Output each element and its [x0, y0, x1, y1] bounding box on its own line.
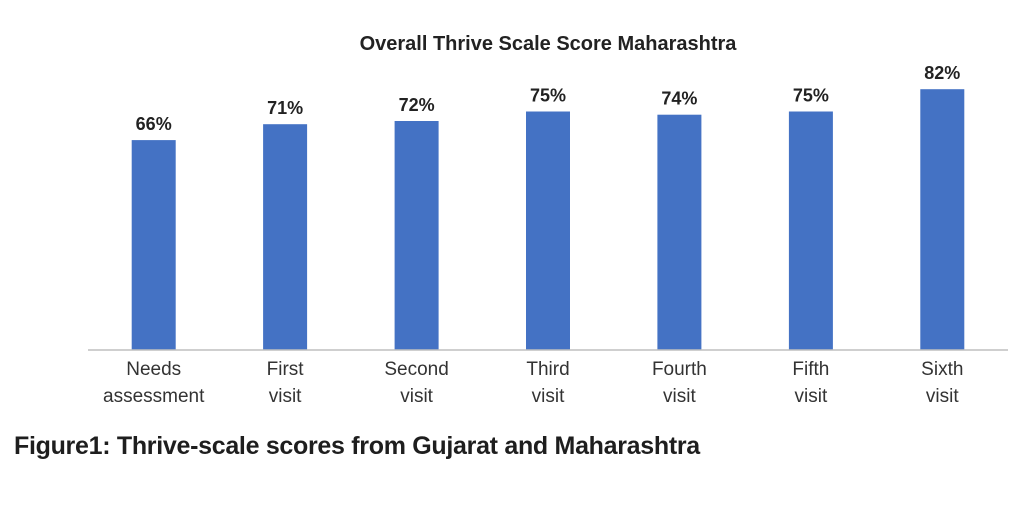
chart-svg: Overall Thrive Scale Score Maharashtra 6… [88, 33, 1008, 407]
chart-title: Overall Thrive Scale Score Maharashtra [360, 33, 738, 55]
x-tick-label: Third visit [526, 359, 569, 407]
x-tick-label-line: visit [532, 386, 565, 407]
data-label: 71% [267, 98, 303, 118]
x-tick-label-line: assessment [103, 386, 205, 407]
x-tick-label: Second visit [384, 359, 448, 407]
bar-chart: Overall Thrive Scale Score Maharashtra 6… [88, 33, 1008, 407]
x-tick-label: Needs assessment [103, 359, 205, 407]
x-tick-label-line: visit [400, 386, 433, 407]
x-tick-label: Sixth visit [921, 359, 963, 407]
data-label: 74% [661, 89, 697, 109]
data-label: 66% [136, 114, 172, 134]
bar [526, 111, 570, 350]
x-tick-label-line: Fifth [792, 359, 829, 380]
labels-layer: 66% Needs assessment 71% First visit 72% Second… [103, 63, 963, 407]
data-label: 82% [924, 63, 960, 83]
x-tick-label-line: visit [795, 386, 828, 407]
data-label: 75% [793, 86, 829, 106]
x-tick-label-line: visit [663, 386, 696, 407]
x-tick-label-line: Needs [126, 359, 181, 380]
x-tick-label: Fifth visit [792, 359, 829, 407]
x-tick-label-line: Fourth [652, 359, 707, 380]
bar [788, 111, 833, 350]
bar [394, 121, 439, 350]
bar [920, 89, 965, 350]
bar [131, 140, 176, 350]
bar [263, 124, 308, 350]
x-tick-label: Fourth visit [652, 359, 707, 407]
x-tick-label-line: First [267, 359, 305, 380]
bars-layer [131, 89, 965, 350]
x-tick-label-line: visit [269, 386, 302, 407]
bar [657, 114, 702, 350]
x-tick-label: First visit [267, 359, 305, 407]
data-label: 72% [399, 95, 435, 115]
data-label: 75% [530, 86, 566, 106]
x-tick-label-line: visit [926, 386, 959, 407]
x-tick-label-line: Second [384, 359, 448, 380]
x-tick-label-line: Sixth [921, 359, 963, 380]
figure-caption: Figure1: Thrive-scale scores from Gujara… [14, 432, 700, 460]
x-tick-label-line: Third [526, 359, 569, 380]
